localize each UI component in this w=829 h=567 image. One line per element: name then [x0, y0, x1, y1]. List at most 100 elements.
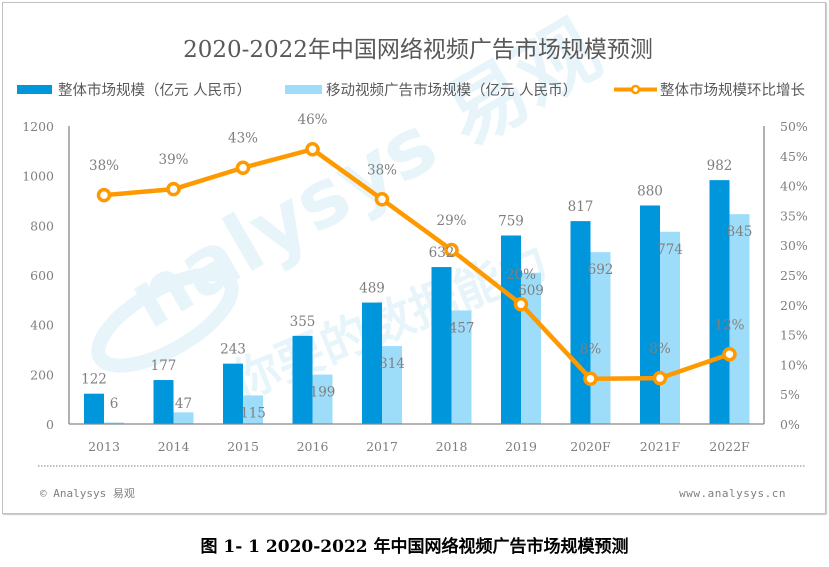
growth-label: 29% — [436, 213, 466, 229]
x-axis-ticks: 2013 2014 2015 2016 2017 2018 2019 2020F 2021F 20… — [88, 439, 750, 454]
growth-line — [103, 146, 731, 381]
left-tick-label: 0 — [46, 417, 54, 432]
right-tick-label: 15% — [780, 328, 808, 343]
growth-marker — [513, 296, 529, 312]
legend: 整体市场规模（亿元 人民币） 移动视频广告市场规模（亿元 人民币） 整体市场规模… — [17, 82, 805, 99]
left-tick-label: 600 — [30, 268, 54, 283]
growth-label: 46% — [297, 112, 327, 128]
x-tick-label: 2020F — [570, 439, 611, 454]
legend-swatch-total — [17, 85, 52, 94]
right-axis-ticks: 0% 5% 10% 15% 20% 25% 30% 35% 40% 45% 50% — [780, 119, 808, 432]
x-tick-label: 2014 — [158, 439, 190, 454]
bar-total-label: 982 — [707, 158, 733, 174]
right-tick-label: 35% — [780, 208, 808, 223]
x-tick-label: 2013 — [88, 439, 120, 454]
right-tick-label: 20% — [780, 298, 808, 313]
bar-mobile-label: 47 — [175, 396, 192, 412]
growth-label: 8% — [649, 341, 671, 357]
right-tick-label: 30% — [780, 238, 808, 253]
x-tick-label: 2021F — [640, 439, 681, 454]
bar-total-label: 489 — [359, 281, 385, 297]
bar-mobile — [451, 310, 472, 424]
right-tick-label: 0% — [780, 417, 800, 432]
bar-total — [292, 335, 313, 424]
bar-mobile — [173, 412, 194, 424]
bar-total-label: 759 — [498, 214, 524, 230]
growth-label: 38% — [367, 162, 397, 178]
bar-mobile-label: 457 — [449, 321, 475, 337]
watermark-swoosh — [91, 267, 239, 373]
bars — [84, 180, 750, 424]
bar-total-label: 355 — [290, 314, 316, 330]
x-tick-label: 2019 — [505, 439, 537, 454]
growth-marker — [166, 181, 181, 197]
growth-marker — [305, 141, 320, 157]
right-tick-label: 40% — [780, 179, 808, 194]
bar-mobile — [312, 374, 333, 424]
bar-total — [223, 363, 243, 424]
bar-total-label: 817 — [568, 199, 594, 215]
figure-caption: 图 1- 1 2020-2022 年中国网络视频广告市场规模预测 — [200, 537, 629, 557]
growth-marker — [583, 371, 598, 386]
bar-total-label: 122 — [81, 372, 107, 388]
chart-frame — [2, 2, 826, 514]
footer-copyright: © Analysys 易观 — [40, 487, 135, 500]
x-tick-label: 2022F — [709, 439, 750, 454]
growth-marker — [374, 192, 390, 207]
left-tick-label: 1000 — [22, 169, 54, 184]
bar-total-label: 177 — [151, 358, 177, 374]
bar-total — [709, 180, 730, 424]
legend-marker-growth — [630, 84, 641, 95]
growth-label: 8% — [580, 342, 602, 358]
bar-total-label: 880 — [637, 183, 663, 199]
bar-mobile-label: 692 — [588, 262, 614, 278]
x-tick-label: 2017 — [366, 439, 398, 454]
right-tick-label: 25% — [780, 268, 808, 283]
bar-mobile — [104, 422, 124, 424]
left-tick-label: 400 — [30, 318, 54, 333]
growth-marker — [722, 347, 737, 362]
bar-total-label: 632 — [429, 245, 455, 261]
bar-mobile — [729, 214, 750, 424]
axes — [68, 126, 765, 425]
bar-total — [84, 393, 104, 424]
growth-label: 12% — [714, 317, 744, 333]
growth-label: 39% — [158, 152, 188, 168]
left-axis-ticks: 0 200 400 600 800 1000 1200 — [22, 119, 54, 432]
legend-item-mobile[interactable]: 移动视频广告市场规模（亿元 人民币） — [285, 82, 577, 99]
right-tick-label: 50% — [780, 119, 808, 134]
right-tick-label: 45% — [780, 149, 808, 164]
legend-swatch-mobile — [285, 85, 322, 94]
growth-label: 20% — [506, 267, 536, 283]
right-tick-label: 10% — [780, 357, 808, 372]
x-tick-label: 2016 — [297, 439, 329, 454]
growth-label: 38% — [89, 158, 119, 174]
bar-total — [362, 302, 382, 424]
x-tick-label: 2018 — [436, 439, 468, 454]
chart-title: 2020-2022年中国网络视频广告市场规模预测 — [183, 37, 653, 63]
bar-total — [153, 380, 174, 424]
legend-label-mobile: 移动视频广告市场规模（亿元 人民币） — [326, 82, 577, 99]
left-tick-label: 1200 — [22, 119, 54, 134]
legend-item-total[interactable]: 整体市场规模（亿元 人民币） — [17, 82, 251, 99]
legend-label-total: 整体市场规模（亿元 人民币） — [58, 82, 251, 99]
bar-mobile-label: 115 — [240, 405, 266, 421]
bar-mobile-label: 6 — [110, 396, 119, 412]
bar-mobile — [660, 231, 680, 424]
growth-marker — [652, 370, 668, 386]
bar-total — [431, 267, 452, 424]
legend-item-growth[interactable]: 整体市场规模环比增长 — [614, 82, 805, 99]
growth-line-layer — [96, 141, 737, 386]
bar-total — [640, 205, 660, 424]
bar-mobile-label: 774 — [657, 242, 683, 258]
footer-website[interactable]: www.analysys.cn — [679, 487, 786, 500]
bar-mobile-label: 609 — [518, 283, 544, 299]
right-tick-label: 5% — [780, 387, 800, 402]
bar-mobile — [382, 346, 402, 424]
bar-mobile-label: 199 — [310, 385, 336, 401]
growth-marker — [96, 187, 112, 203]
growth-marker — [235, 160, 251, 175]
bar-mobile — [243, 395, 263, 424]
bar-total — [501, 235, 521, 424]
growth-label: 43% — [228, 131, 258, 147]
